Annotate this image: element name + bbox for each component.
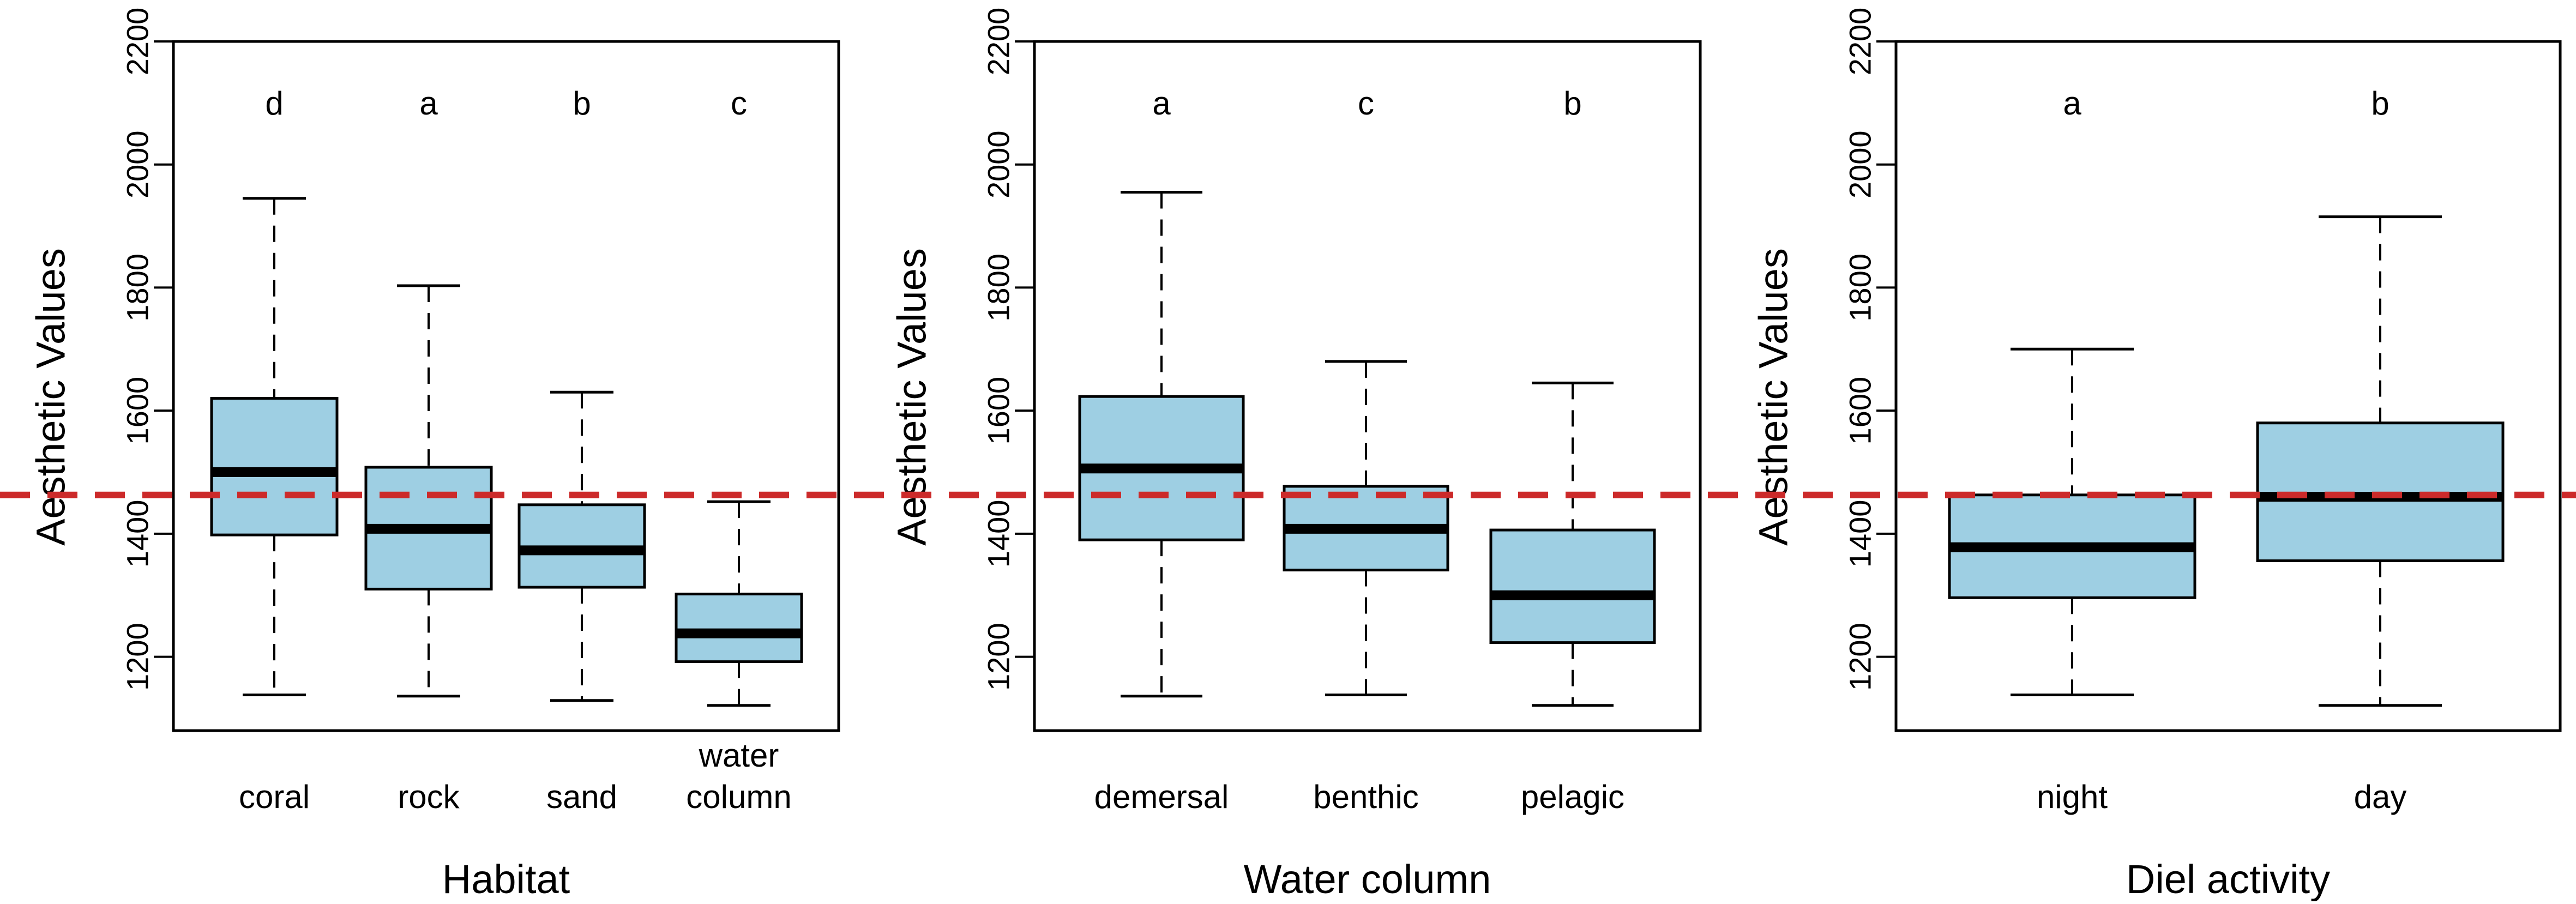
group-letter: b xyxy=(2371,85,2389,122)
box-night: a night xyxy=(1948,85,2196,815)
x-tick-label: water xyxy=(699,737,779,774)
box-benthic: c benthic xyxy=(1283,85,1449,815)
x-tick-label: coral xyxy=(239,779,310,815)
y-tick-label: 2000 xyxy=(1843,130,1877,198)
y-tick-label: 2200 xyxy=(121,8,155,76)
panel-3: 1200 1400 1600 1800 2000 2200 Aesthetic Values… xyxy=(1751,8,2562,902)
y-tick-label: 1200 xyxy=(121,623,155,691)
x-axis-label: Diel activity xyxy=(2126,857,2330,901)
x-tick-label: benthic xyxy=(1313,779,1418,815)
y-tick-label: 1800 xyxy=(1843,254,1877,322)
y-tick-label: 1400 xyxy=(1843,500,1877,568)
panel-1: 1200 1400 1600 1800 2000 2200 Aesthetic Values… xyxy=(28,8,840,902)
x-tick-label: day xyxy=(2354,779,2407,815)
plot-frame xyxy=(1033,40,1702,732)
y-tick-label: 1200 xyxy=(982,623,1016,691)
box-rock: a rock xyxy=(364,85,493,815)
panel-2: 1200 1400 1600 1800 2000 2200 Aesthetic Values… xyxy=(889,8,1702,902)
box-sand: b sand xyxy=(517,85,646,815)
x-tick-label: night xyxy=(2037,779,2108,815)
y-tick-label: 1800 xyxy=(982,254,1016,322)
y-tick-label: 2200 xyxy=(1843,8,1877,76)
x-tick-label: pelagic xyxy=(1521,779,1624,815)
group-letter: a xyxy=(419,85,438,122)
y-tick-label: 1800 xyxy=(121,254,155,322)
y-tick-label: 1600 xyxy=(121,377,155,445)
group-letter: a xyxy=(1152,85,1171,122)
y-tick-label: 2200 xyxy=(982,8,1016,76)
y-tick-label: 1200 xyxy=(1843,623,1877,691)
group-letter: d xyxy=(265,85,283,122)
iqr-box xyxy=(1489,528,1656,644)
y-axis-label: Aesthetic Values xyxy=(1751,248,1796,546)
x-tick-label: demersal xyxy=(1094,779,1229,815)
box-coral: d coral xyxy=(210,85,339,815)
y-tick-label: 1600 xyxy=(982,377,1016,445)
group-letter: a xyxy=(2063,85,2081,122)
box-day: b day xyxy=(2256,85,2505,815)
iqr-box xyxy=(675,592,803,664)
y-tick-label: 2000 xyxy=(982,130,1016,198)
x-axis-label: Water column xyxy=(1244,857,1491,901)
group-letter: c xyxy=(1358,85,1374,122)
box-pelagic: b pelagic xyxy=(1489,85,1656,815)
plot-frame xyxy=(172,40,840,732)
group-letter: b xyxy=(1563,85,1581,122)
group-letter: c xyxy=(731,85,747,122)
x-tick-label: sand xyxy=(546,779,617,815)
group-letter: b xyxy=(573,85,591,122)
y-tick-label: 2000 xyxy=(121,130,155,198)
y-axis-label: Aesthetic Values xyxy=(889,248,935,546)
x-tick-label: column xyxy=(686,779,791,815)
box-demersal: a demersal xyxy=(1078,85,1245,815)
iqr-box xyxy=(210,397,339,537)
x-axis-label: Habitat xyxy=(442,857,570,901)
plot-frame xyxy=(1894,40,2562,732)
y-tick-label: 1400 xyxy=(982,500,1016,568)
y-tick-label: 1400 xyxy=(121,500,155,568)
y-tick-label: 1600 xyxy=(1843,377,1877,445)
box-water-column: c water column xyxy=(675,85,803,815)
y-axis-label: Aesthetic Values xyxy=(28,248,74,546)
x-tick-label: rock xyxy=(398,779,460,815)
